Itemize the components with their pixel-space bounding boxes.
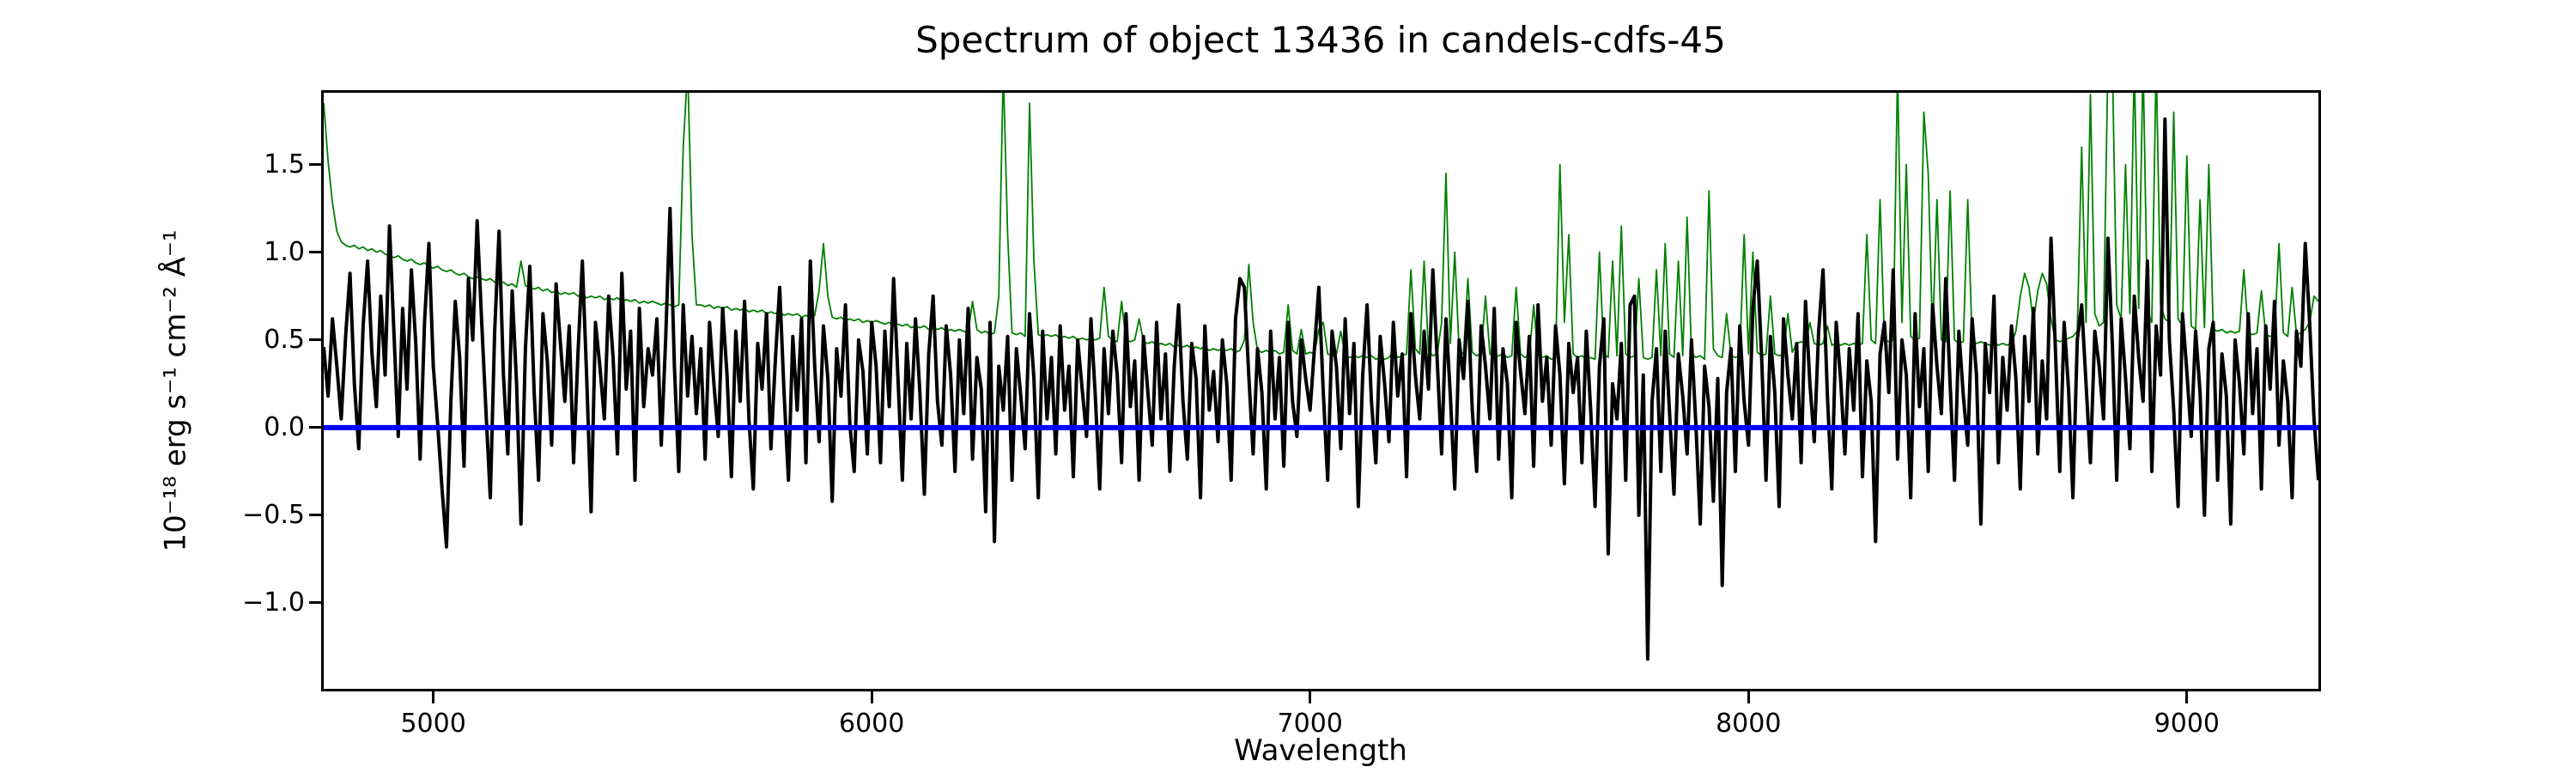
y-tick-mark	[309, 251, 321, 254]
y-tick-label: −1.0	[242, 587, 305, 618]
y-tick-mark	[309, 426, 321, 429]
x-tick-label: 8000	[1716, 709, 1782, 739]
x-tick-mark	[2185, 691, 2189, 703]
y-tick-mark	[309, 601, 321, 605]
y-tick-label: 1.5	[264, 149, 305, 180]
y-tick-label: 0.5	[264, 324, 305, 355]
object-flux-spectrum-line	[324, 117, 2318, 661]
x-axis-label: Wavelength	[1234, 733, 1407, 768]
x-tick-mark	[1309, 691, 1312, 703]
plot-title: Spectrum of object 13436 in candels-cdfs…	[915, 19, 1726, 61]
y-tick-mark	[309, 163, 321, 167]
axes	[321, 90, 2321, 691]
spectrum-svg	[324, 93, 2318, 661]
y-tick-label: 1.0	[264, 236, 305, 267]
x-tick-label: 6000	[838, 709, 905, 739]
x-tick-label: 9000	[2154, 709, 2220, 739]
x-tick-label: 7000	[1277, 709, 1343, 739]
x-tick-mark	[1747, 691, 1750, 703]
x-tick-mark	[432, 691, 435, 703]
y-tick-mark	[309, 514, 321, 517]
y-tick-label: −0.5	[242, 499, 305, 530]
x-tick-mark	[870, 691, 873, 703]
y-tick-mark	[309, 338, 321, 342]
x-tick-label: 5000	[400, 709, 466, 739]
y-tick-label: 0.0	[264, 411, 305, 442]
